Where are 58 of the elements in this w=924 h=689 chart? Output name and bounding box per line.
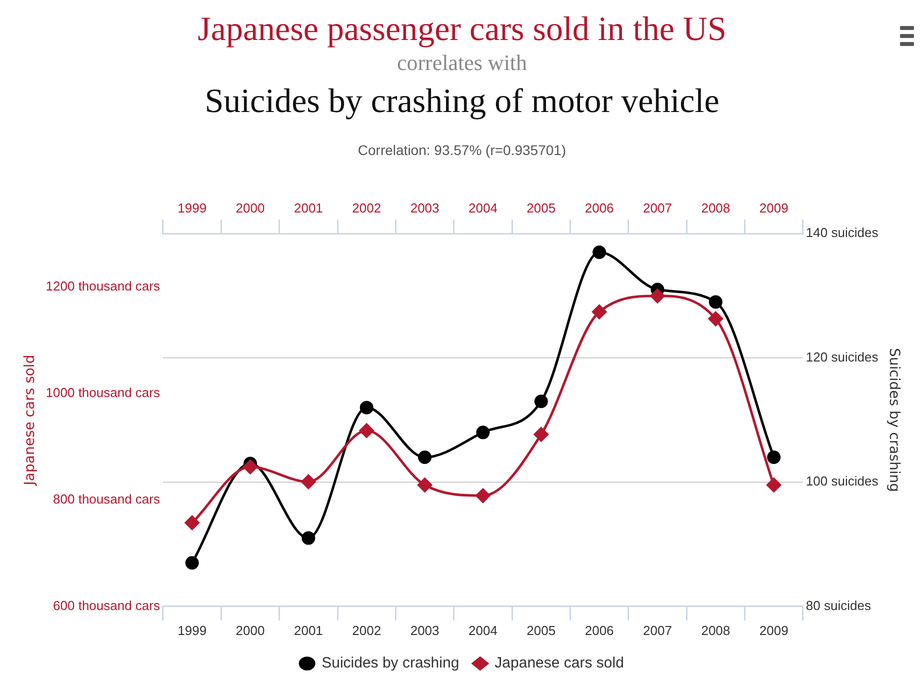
category-label: 2007 [643, 622, 672, 638]
y-tick-label: 1000 thousand cars [46, 384, 160, 400]
text: Correlation: 93.57% (r=0.935701) [356, 141, 568, 160]
category-label: 2000 [236, 622, 265, 638]
y-axis-title: Japanese cars sold [22, 354, 38, 486]
y2-axis-title: Suicides by crashing [886, 348, 902, 492]
x-tick-label: 2008 [701, 200, 730, 216]
chart-subtitle: correlates with [396, 50, 528, 76]
category-label: 2009 [759, 622, 788, 638]
point [243, 460, 258, 474]
y2-tick-label: 100 suicides [806, 474, 879, 489]
y2-tick-label: 80 suicides [806, 598, 872, 613]
point [766, 478, 782, 492]
x-tick-label: 1999 [178, 200, 207, 216]
x-tick-label: 2007 [643, 200, 672, 216]
y-tick-label: 1200 thousand cars [46, 278, 160, 294]
point [476, 488, 490, 503]
point [592, 304, 607, 320]
x-tick-label: 2002 [352, 200, 382, 216]
y2-tick-label: 120 suicides [806, 349, 879, 364]
point [708, 295, 722, 309]
category-label: 2002 [352, 622, 382, 638]
category-label: 2006 [584, 622, 614, 638]
category-label: 2001 [294, 622, 323, 638]
category-label: 2008 [701, 622, 730, 638]
x-tick-label: 2001 [294, 200, 323, 216]
x-tick-label: 2006 [584, 200, 614, 216]
legend-label: Japanese cars sold [494, 654, 624, 672]
category-label: 2003 [410, 622, 440, 638]
point [301, 474, 316, 490]
legend-label: Suicides by crashing [322, 654, 460, 672]
text: Suicides by crashing of motor vehicle [204, 82, 720, 122]
point [302, 531, 316, 545]
point [359, 423, 374, 438]
y2-tick-label: 140 suicides [806, 225, 879, 240]
point [767, 450, 781, 464]
point [708, 312, 723, 326]
point [476, 426, 490, 440]
point [418, 450, 432, 464]
y-tick-label: 800 thousand cars [53, 491, 160, 506]
category-label: 1999 [178, 622, 207, 638]
point [534, 394, 548, 408]
category-label: 2005 [526, 622, 556, 638]
point [592, 245, 606, 259]
x-tick-label: 2000 [236, 200, 265, 216]
y-tick-label: 600 thousand cars [53, 598, 160, 613]
x-tick-label: 2009 [759, 200, 788, 216]
chart-title: Japanese passenger cars sold in the US [196, 10, 728, 50]
point [184, 516, 200, 530]
x-tick-label: 2003 [410, 200, 440, 216]
point [360, 400, 374, 414]
category-label: 2004 [468, 622, 498, 638]
x-tick-label: 2004 [468, 200, 498, 216]
point [534, 427, 548, 442]
x-tick-label: 2005 [526, 200, 556, 216]
point [650, 288, 665, 304]
point [418, 478, 432, 492]
point [185, 556, 199, 570]
